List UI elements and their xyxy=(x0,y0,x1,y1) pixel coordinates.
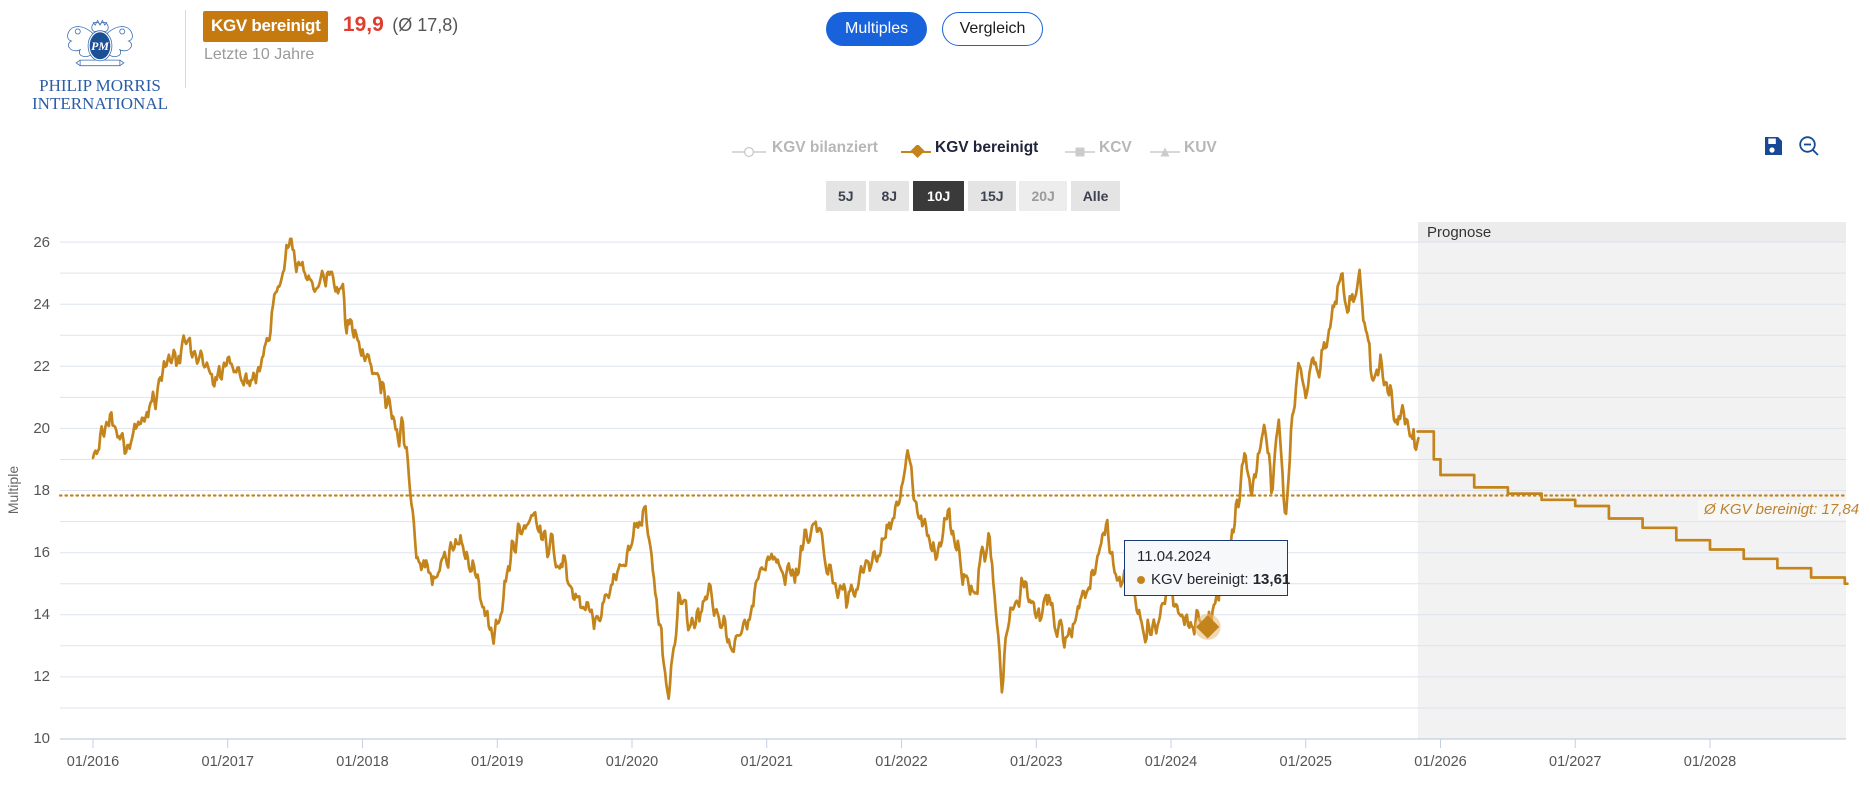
svg-text:18: 18 xyxy=(33,482,50,499)
svg-text:12: 12 xyxy=(33,668,50,685)
svg-text:01/2024: 01/2024 xyxy=(1145,754,1197,770)
svg-text:01/2025: 01/2025 xyxy=(1280,754,1332,770)
svg-text:01/2016: 01/2016 xyxy=(67,754,119,770)
svg-text:01/2020: 01/2020 xyxy=(606,754,658,770)
svg-text:01/2019: 01/2019 xyxy=(471,754,523,770)
svg-text:16: 16 xyxy=(33,544,50,561)
svg-text:Prognose: Prognose xyxy=(1427,224,1491,241)
svg-text:Multiple: Multiple xyxy=(5,466,21,514)
svg-text:26: 26 xyxy=(33,234,50,251)
svg-text:01/2022: 01/2022 xyxy=(875,754,927,770)
svg-text:22: 22 xyxy=(33,358,50,375)
svg-text:Ø KGV bereinigt: 17,84: Ø KGV bereinigt: 17,84 xyxy=(1703,501,1859,518)
svg-text:01/2027: 01/2027 xyxy=(1549,754,1601,770)
svg-text:24: 24 xyxy=(33,296,50,313)
svg-text:20: 20 xyxy=(33,420,50,437)
svg-text:01/2018: 01/2018 xyxy=(336,754,388,770)
svg-text:01/2021: 01/2021 xyxy=(741,754,793,770)
svg-text:14: 14 xyxy=(33,606,50,623)
svg-text:10: 10 xyxy=(33,730,50,747)
svg-text:01/2017: 01/2017 xyxy=(202,754,254,770)
svg-text:01/2023: 01/2023 xyxy=(1010,754,1062,770)
svg-text:01/2026: 01/2026 xyxy=(1414,754,1466,770)
svg-text:01/2028: 01/2028 xyxy=(1684,754,1736,770)
